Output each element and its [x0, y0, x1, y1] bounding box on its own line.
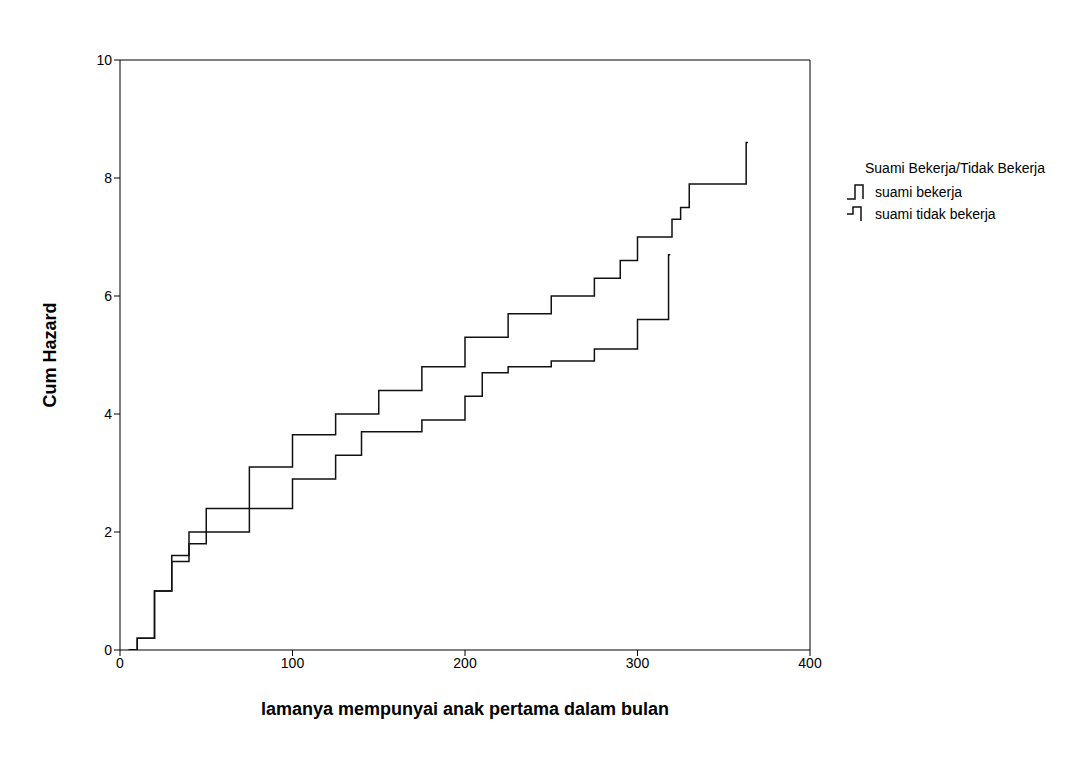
svg-text:Cum Hazard: Cum Hazard: [40, 302, 60, 407]
svg-text:8: 8: [104, 170, 112, 186]
svg-text:lamanya mempunyai anak pertama: lamanya mempunyai anak pertama dalam bul…: [261, 699, 669, 719]
html-text:suami tidak bekerja: suami tidak bekerja: [875, 206, 996, 222]
svg-text:0: 0: [104, 642, 112, 658]
svg-text:2: 2: [104, 524, 112, 540]
html-text:suami bekerja: suami bekerja: [875, 184, 963, 200]
svg-text:100: 100: [281, 655, 305, 671]
svg-text:0: 0: [116, 655, 124, 671]
svg-text:400: 400: [798, 655, 822, 671]
svg-text:10: 10: [96, 52, 112, 68]
svg-text:300: 300: [626, 655, 650, 671]
svg-text:200: 200: [453, 655, 477, 671]
svg-text:6: 6: [104, 288, 112, 304]
svg-text:4: 4: [104, 406, 112, 422]
html-text:Suami Bekerja/Tidak Bekerja: Suami Bekerja/Tidak Bekerja: [865, 160, 1045, 176]
